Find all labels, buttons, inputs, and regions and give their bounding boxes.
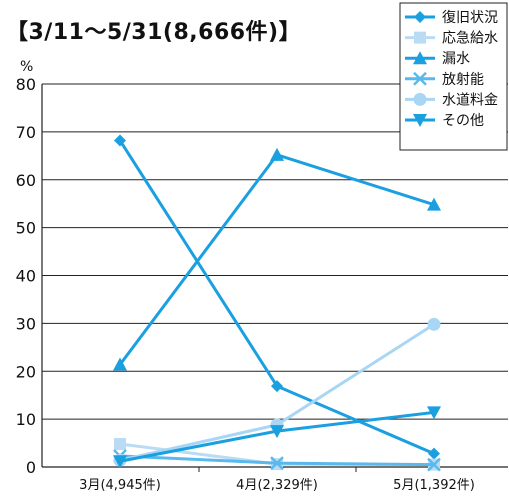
y-tick-label: 50 [16,219,36,238]
legend-marker [413,114,427,127]
data-point [113,455,127,469]
data-point [427,317,441,331]
y-tick-label: 60 [16,171,36,190]
marker-stroke [270,456,284,471]
y-tick-label: 20 [16,362,36,381]
data-point [428,447,440,460]
legend-label: その他 [442,113,484,129]
y-tick-label: 10 [16,410,36,429]
legend-label: 水道料金 [442,92,498,108]
legend-marker [413,92,427,106]
series-3 [113,147,441,371]
legend-marker [413,71,427,86]
legend-label: 漏水 [442,51,470,67]
legend-label: 応急給水 [442,31,498,47]
data-point [427,457,441,472]
legend-item: 漏水 [405,51,470,67]
legend-item: 水道料金 [405,92,498,108]
y-tick-label: 30 [16,314,36,333]
legend-marker [413,51,427,65]
data-point [114,134,126,147]
data-point [113,357,127,371]
legend-marker [414,11,426,23]
series-6 [113,406,441,469]
legend-item: 放射能 [405,72,484,88]
series-line [118,139,435,455]
data-point [270,425,284,439]
marker-stroke [413,71,427,86]
data-point [427,406,441,420]
data-point [114,438,126,451]
legend-item: その他 [405,113,484,129]
legend-marker [414,31,426,44]
x-tick-label: 3月(4,945件) [79,478,161,493]
marker-stroke [427,457,441,472]
chart-title: 【3/11～5/31(8,666件)】 [6,20,302,45]
data-point [270,147,284,161]
series-line [119,323,435,462]
legend-item: 復旧状況 [405,9,498,26]
y-tick-label: 0 [26,458,36,477]
y-tick-labels: 0 10 20 30 40 50 60 70 80 [16,75,36,477]
x-tick-labels: 3月(4,945件) 4月(2,329件) 5月(1,392件) [79,478,475,493]
series-5 [113,317,441,467]
data-point [270,456,284,471]
y-tick-label: 40 [16,267,36,286]
series-group [113,134,441,472]
legend-label: 放射能 [442,72,484,88]
data-point [427,197,441,211]
x-tick-label: 5月(1,392件) [393,478,475,493]
y-tick-label: 70 [16,123,36,142]
y-unit-label: % [20,59,33,75]
legend-item: 応急給水 [405,31,498,47]
legend-label: 復旧状況 [442,9,498,26]
y-tick-label: 80 [16,75,36,94]
data-point [271,380,283,393]
x-tick-label: 4月(2,329件) [236,478,318,493]
series-1 [114,134,440,460]
series-line [118,153,435,366]
